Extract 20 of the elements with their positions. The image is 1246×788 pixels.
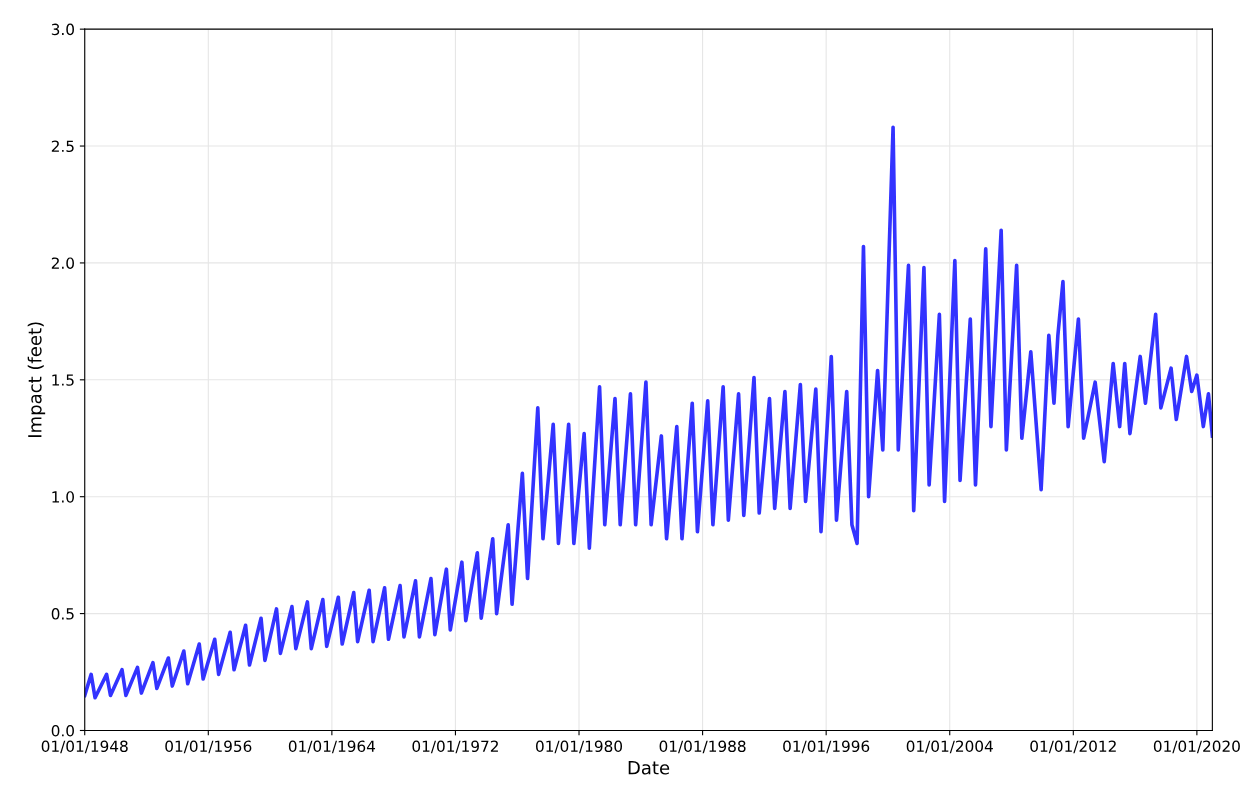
x-tick-label: 01/01/1948 bbox=[41, 740, 128, 754]
y-tick-label: 3.0 bbox=[51, 23, 74, 36]
y-tick-label: 2.5 bbox=[51, 140, 74, 153]
x-tick-label: 01/01/2020 bbox=[1153, 740, 1240, 754]
y-axis-title: Impact (feet) bbox=[27, 322, 46, 438]
y-tick-label: 1.5 bbox=[52, 374, 74, 386]
y-tick-label: 0.0 bbox=[51, 724, 74, 737]
x-tick-label: 01/01/2012 bbox=[1030, 740, 1116, 754]
y-tick-label: 1.0 bbox=[52, 491, 74, 503]
x-tick-label: 01/01/1956 bbox=[165, 740, 252, 754]
x-tick-label: 01/01/1996 bbox=[783, 740, 870, 754]
line-series bbox=[84, 125, 1213, 700]
x-tick-label: 01/01/1988 bbox=[659, 740, 746, 754]
x-tick-label: 01/01/1964 bbox=[288, 740, 376, 754]
y-tick-label: 2.0 bbox=[51, 257, 74, 269]
x-tick-label: 01/01/1980 bbox=[536, 740, 623, 754]
x-tick-label: 01/01/1972 bbox=[412, 740, 498, 754]
x-tick-label: 01/01/2004 bbox=[906, 740, 993, 754]
x-axis-title: Date bbox=[628, 761, 670, 775]
y-tick-label: 0.5 bbox=[51, 608, 74, 620]
